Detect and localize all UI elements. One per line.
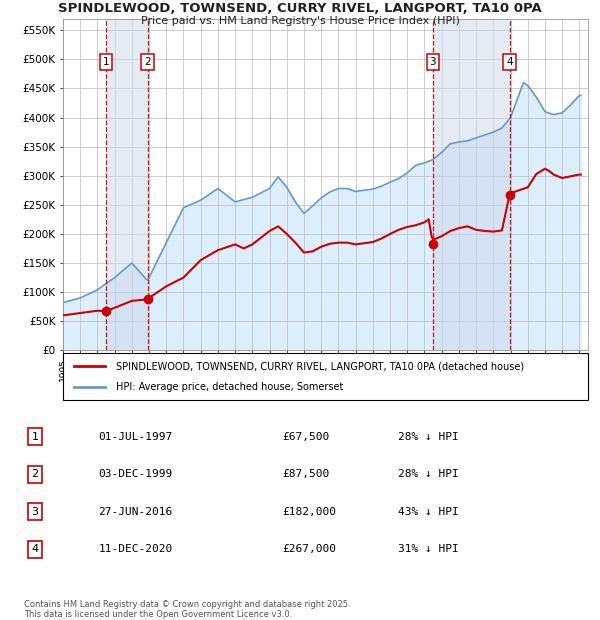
Text: Price paid vs. HM Land Registry's House Price Index (HPI): Price paid vs. HM Land Registry's House … — [140, 16, 460, 26]
Text: £67,500: £67,500 — [283, 432, 330, 442]
Text: 4: 4 — [506, 56, 513, 67]
Text: £87,500: £87,500 — [283, 469, 330, 479]
Text: 4: 4 — [31, 544, 38, 554]
Text: 1: 1 — [32, 432, 38, 442]
Text: 3: 3 — [430, 56, 436, 67]
Bar — [106, 19, 148, 350]
Text: 2: 2 — [31, 469, 38, 479]
Text: HPI: Average price, detached house, Somerset: HPI: Average price, detached house, Some… — [115, 382, 343, 392]
Text: 11-DEC-2020: 11-DEC-2020 — [98, 544, 173, 554]
FancyBboxPatch shape — [63, 353, 588, 400]
Text: 31% ↓ HPI: 31% ↓ HPI — [398, 544, 458, 554]
Text: 1: 1 — [103, 56, 109, 67]
Text: SPINDLEWOOD, TOWNSEND, CURRY RIVEL, LANGPORT, TA10 0PA: SPINDLEWOOD, TOWNSEND, CURRY RIVEL, LANG… — [58, 2, 542, 15]
Text: 03-DEC-1999: 03-DEC-1999 — [98, 469, 173, 479]
Text: 01-JUL-1997: 01-JUL-1997 — [98, 432, 173, 442]
Text: 28% ↓ HPI: 28% ↓ HPI — [398, 469, 458, 479]
Text: £267,000: £267,000 — [283, 544, 337, 554]
Text: 27-JUN-2016: 27-JUN-2016 — [98, 507, 173, 517]
Text: SPINDLEWOOD, TOWNSEND, CURRY RIVEL, LANGPORT, TA10 0PA (detached house): SPINDLEWOOD, TOWNSEND, CURRY RIVEL, LANG… — [115, 361, 524, 371]
Text: £182,000: £182,000 — [283, 507, 337, 517]
Text: 3: 3 — [32, 507, 38, 517]
Text: 28% ↓ HPI: 28% ↓ HPI — [398, 432, 458, 442]
Text: 2: 2 — [145, 56, 151, 67]
Text: Contains HM Land Registry data © Crown copyright and database right 2025.
This d: Contains HM Land Registry data © Crown c… — [24, 600, 350, 619]
Text: 43% ↓ HPI: 43% ↓ HPI — [398, 507, 458, 517]
Bar — [433, 19, 509, 350]
